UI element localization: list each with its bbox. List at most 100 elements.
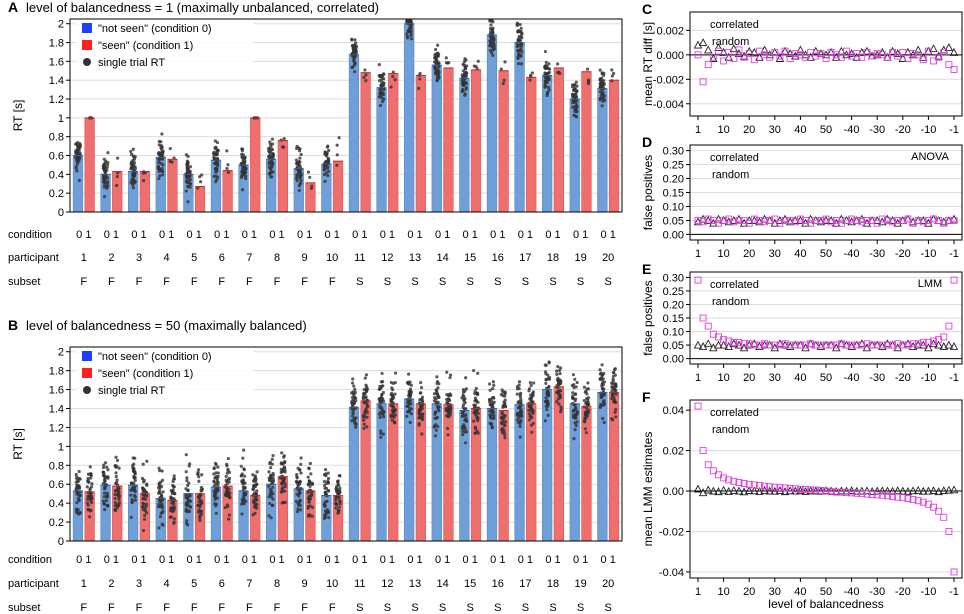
trial-dot [351, 410, 355, 414]
correlated-point [755, 47, 763, 55]
trial-dot [527, 389, 531, 393]
trial-dot [214, 504, 218, 508]
trial-dot [502, 428, 506, 432]
correlated-point [817, 216, 825, 224]
correlated-point [945, 322, 953, 330]
correlated-point [883, 216, 891, 224]
y-tick-label: 1.2 [49, 422, 64, 434]
y-tick-label: 1 [58, 441, 64, 453]
trial-dot [516, 37, 520, 41]
trial-dot [380, 99, 385, 104]
trial-dot [517, 380, 522, 384]
random-point [750, 486, 759, 495]
trial-dot [130, 165, 134, 169]
trial-dot [583, 390, 587, 394]
trial-dot [571, 396, 575, 400]
trial-dot [557, 402, 561, 406]
trial-dot [271, 454, 275, 458]
trial-dot [515, 411, 520, 415]
trial-dot [503, 404, 507, 409]
panel-title-B: level of balancedness = 50 (maximally ba… [26, 318, 307, 333]
trial-dot [405, 34, 409, 39]
trial-dot [279, 481, 284, 485]
trial-dot [227, 487, 231, 491]
trial-dot [268, 460, 272, 465]
trial-dot [309, 492, 314, 496]
trial-dot [295, 176, 299, 181]
y-tick-label: 2 [58, 19, 64, 31]
trial-dot [326, 173, 330, 178]
trial-dot [461, 425, 465, 429]
bar-seen-p10 [332, 160, 344, 213]
trial-dot [90, 494, 94, 499]
x-tick-label: 1 [695, 372, 701, 384]
trial-dot [213, 166, 217, 171]
random-point [939, 341, 949, 350]
trial-dot [488, 413, 492, 417]
trial-dot [473, 431, 477, 435]
trial-dot [267, 495, 271, 499]
trial-dot [382, 415, 386, 419]
trial-dot [282, 136, 286, 141]
trial-dot [185, 479, 189, 483]
trial-dot [488, 39, 492, 43]
condition-label: 0 1 [490, 229, 505, 241]
trial-dot [299, 178, 303, 183]
correlated-point [827, 341, 835, 349]
trial-dot [129, 149, 133, 154]
correlated-point [950, 568, 958, 576]
correlated-point [863, 48, 871, 56]
trial-dot [610, 389, 614, 393]
subset-label: S [411, 602, 418, 614]
trial-dot [141, 488, 145, 492]
correlated-point [740, 340, 748, 348]
trial-dot [141, 528, 146, 533]
trial-dot [105, 465, 109, 469]
trial-dot [445, 370, 449, 374]
trial-dot [281, 476, 285, 480]
trial-dot [364, 396, 368, 400]
bar-seen-p20 [608, 79, 620, 213]
trial-dot [389, 413, 393, 417]
trial-dot [89, 472, 93, 476]
correlated-point [878, 341, 886, 349]
trial-dot [269, 145, 273, 149]
trial-dot [103, 507, 107, 512]
subset-label: S [384, 602, 391, 614]
x-tick-label: -40 [844, 248, 860, 260]
trial-dot [543, 49, 548, 54]
trial-dot [461, 413, 465, 418]
subset-label: S [467, 276, 474, 288]
x-tick-label: -1 [949, 372, 959, 384]
trial-dot [298, 480, 302, 484]
trial-dot [323, 150, 327, 154]
correlated-point [873, 219, 881, 227]
correlated-point [755, 482, 763, 490]
trial-dot [214, 511, 218, 515]
correlated-point [817, 50, 825, 58]
trial-dot [74, 507, 78, 511]
trial-dot [141, 480, 146, 484]
legend-random: random [712, 424, 749, 436]
trial-dot [241, 456, 245, 460]
trial-dot [278, 476, 283, 480]
trial-dot [515, 418, 520, 422]
trial-dot [583, 427, 587, 431]
correlated-point [889, 218, 897, 226]
trial-dot [393, 380, 397, 385]
trial-dot [89, 476, 93, 480]
y-axis-label: RT [s] [11, 100, 25, 132]
trial-dot [157, 491, 161, 495]
y-tick-label: 1.4 [49, 404, 64, 416]
trial-dot [213, 152, 217, 156]
trial-dot [351, 43, 355, 48]
trial-dot [572, 437, 576, 441]
condition-label: 0 1 [76, 229, 91, 241]
legend-swatch-dot [83, 386, 91, 394]
trial-dot [547, 62, 551, 66]
trial-dot [334, 502, 338, 506]
trial-dot [196, 186, 200, 190]
trial-dot [352, 417, 357, 421]
trial-dot [299, 456, 303, 460]
